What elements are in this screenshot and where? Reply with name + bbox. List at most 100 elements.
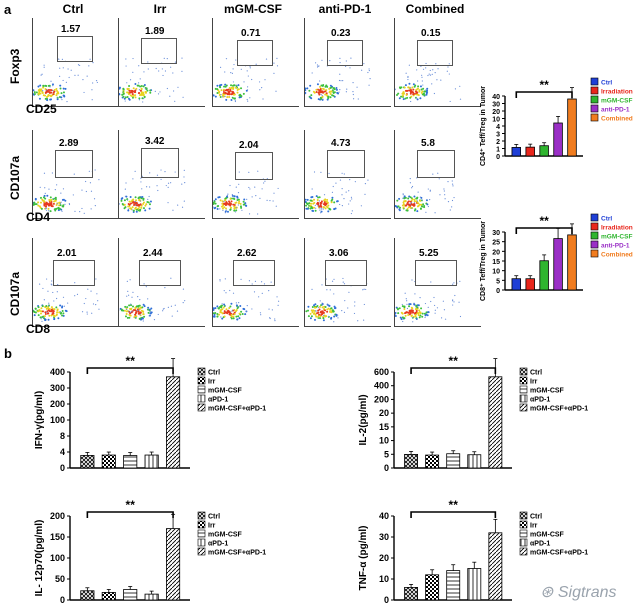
bar [123,589,138,601]
y-tick-label: 3 [496,132,500,139]
y-tick-label: 50 [55,574,65,584]
y-axis-label: TNF-α (pg/ml) [358,525,369,590]
facs-plot: 5.8 [394,130,481,219]
legend-label: Ctrl [530,370,542,377]
facs-density [33,169,100,214]
significance-stars: ** [126,354,136,368]
facs-gate [237,40,273,66]
legend-swatch [590,249,599,258]
facs-plot: 3.06 [304,238,391,327]
legend-label: Ctrl [601,80,612,87]
facs-plot: 0.71 [212,18,299,107]
y-tick-label: 15 [379,422,389,432]
significance-stars: ** [539,78,549,92]
facs-plot: 2.04 [212,130,299,219]
y-tick-label: 20 [492,249,500,256]
y-tick-label: 200 [50,399,65,409]
legend-swatch [590,231,599,240]
y-tick-label: 10 [492,269,500,276]
facs-gate-percentage: 5.8 [421,138,435,149]
facs-plot: 2.89 [32,130,119,219]
facs-density [305,57,371,101]
y-tick-label: 15 [492,259,500,266]
facs-density [395,172,455,214]
y-tick-label: 20 [379,553,389,563]
bar [567,98,577,157]
legend-label: Combined [601,116,633,123]
legend-label: Ctrl [601,216,612,223]
y-tick-label: 30 [492,230,500,237]
facs-plot: 1.89 [118,18,205,107]
y-tick-label: 600 [374,367,389,377]
legend-swatch [590,77,599,86]
facs-gate-percentage: 2.44 [143,248,163,259]
significance-stars: ** [126,498,136,512]
bar [525,146,535,157]
facs-density [305,171,369,215]
y-tick-label: 2 [496,139,500,146]
bar [404,587,418,601]
bar [488,376,503,469]
y-tick-label: 5 [384,449,389,459]
legend-label: Irr [208,523,216,530]
facs-plot: 0.15 [394,18,481,107]
y-tick-label: 40 [379,511,389,521]
y-tick-label: 4 [60,447,65,457]
bar [511,278,522,291]
row1-xlabel: CD25 [26,102,57,116]
facs-gate [141,148,179,178]
facs-gate-percentage: 1.89 [145,26,165,37]
legend-swatch [197,367,206,376]
y-axis-label: IL- 12p70(pg/ml) [34,520,45,597]
legend-swatch [519,538,528,547]
bar [101,592,116,601]
legend-label: mGM-CSF [208,532,243,539]
watermark: ⊛ Sigtrans [540,582,617,602]
facs-gate-percentage: 3.42 [145,136,165,147]
legend-swatch [590,95,599,104]
legend-label: mGM-CSF+αPD-1 [208,406,266,413]
legend-label: mGM-CSF [530,532,565,539]
y-tick-label: 25 [492,240,500,247]
legend-swatch [590,213,599,222]
y-tick-label: 0 [60,595,65,605]
y-tick-label: 100 [50,415,65,425]
col-title-mgmcsf: mGM-CSF [224,2,282,16]
facs-plot: 3.42 [118,130,205,219]
facs-gate-percentage: 0.71 [241,28,261,39]
bar [166,376,181,469]
y-tick-label: 100 [50,553,65,563]
legend-swatch [590,104,599,113]
facs-gate [233,260,275,286]
y-tick-label: 200 [374,394,389,404]
legend-label: αPD-1 [530,397,550,404]
legend-label: Irradiation [601,89,633,96]
bar [446,570,461,601]
legend-label: mGM-CSF [208,388,243,395]
facs-gate [327,150,365,178]
bar [123,455,138,469]
panel-a-label: a [4,2,12,17]
legend-label: Irr [530,379,538,386]
y-tick-label: 0 [496,154,500,161]
facs-density [119,169,186,214]
facs-gate [325,260,367,286]
y-tick-label: 0 [384,595,389,605]
y-tick-label: 10 [379,436,389,446]
facs-gate-percentage: 2.89 [59,138,79,149]
facs-plot: 4.73 [304,130,391,219]
facs-gate-percentage: 5.25 [419,248,439,259]
legend-swatch [519,529,528,538]
y-tick-label: 0 [496,288,500,295]
y-tick-label: 0 [60,463,65,473]
significance-bracket [515,91,573,98]
bar [511,147,522,157]
facs-density [305,277,368,323]
y-tick-label: 10 [492,117,500,124]
legend-swatch [590,113,599,122]
y-tick-label: 20 [379,408,389,418]
legend-swatch [197,376,206,385]
significance-bracket [86,511,174,518]
watermark-text: Sigtrans [557,584,617,601]
legend-label: anti-PD-1 [601,107,630,114]
